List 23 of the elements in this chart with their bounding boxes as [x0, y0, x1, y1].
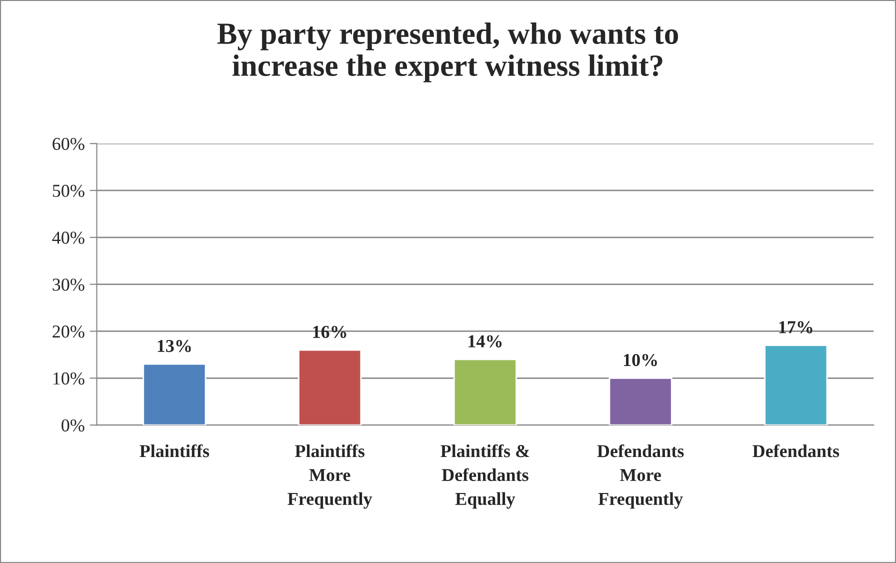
y-tick-label: 30% — [52, 278, 84, 291]
bar — [298, 349, 362, 426]
x-tick-label: Plaintiffs More Frequently — [288, 444, 372, 509]
bar — [453, 358, 517, 426]
x-tick-label: Plaintiffs & Defendants Equally — [440, 444, 530, 509]
data-label: 14% — [468, 335, 502, 348]
x-tick-label: Defendants — [752, 444, 840, 458]
y-tick-label: 40% — [52, 232, 84, 244]
y-tick-label: 20% — [52, 325, 84, 338]
bar — [142, 363, 206, 426]
bar — [764, 344, 828, 426]
data-label: 16% — [313, 326, 346, 338]
bar — [608, 377, 672, 426]
x-tick-label: Plaintiffs — [140, 444, 210, 458]
x-tick-label: Defendants More Frequently — [597, 444, 684, 509]
chart-title: By party represented, who wants to increase the expert witness limit? — [217, 22, 678, 82]
y-tick-label: 60% — [52, 138, 84, 150]
data-label: 17% — [779, 321, 812, 334]
y-tick-label: 10% — [53, 372, 84, 385]
y-tick-label: 50% — [52, 184, 84, 197]
data-label: 13% — [158, 340, 191, 352]
y-tick-label: 0% — [62, 419, 84, 432]
data-label: 10% — [624, 354, 657, 366]
